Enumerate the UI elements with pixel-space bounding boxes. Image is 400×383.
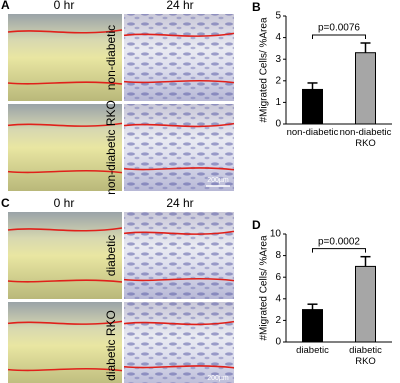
wound-edge — [123, 277, 235, 282]
wound-edge — [7, 29, 123, 34]
y-tick-label: 8 — [275, 250, 281, 261]
wound-edge — [7, 169, 123, 174]
scale-label: 200µm — [207, 177, 229, 184]
y-tick-label: 6 — [275, 272, 281, 283]
wound-edge — [123, 122, 235, 128]
cell-texture — [124, 104, 234, 191]
wound-edge — [123, 32, 235, 37]
panel-letter: B — [252, 0, 261, 14]
wound-edge — [123, 167, 235, 171]
x-tick-label: diabetic — [296, 345, 329, 356]
x-tick-label-box: non-diabetic — [286, 127, 339, 138]
y-axis-label: #Migrated Cells/ %Area — [259, 235, 270, 340]
wound-edge — [123, 365, 235, 369]
time-label: 24 hr — [166, 196, 193, 210]
y-tick-label: 3 — [275, 54, 281, 65]
error-bar — [307, 303, 318, 310]
micrograph — [8, 104, 122, 191]
wound-edge — [7, 367, 123, 372]
time-label: 0 hr — [54, 196, 75, 210]
wound-edge — [123, 79, 235, 84]
y-tick-label: 1 — [275, 97, 281, 108]
y-tick-label: 10 — [270, 229, 282, 240]
bar — [355, 265, 376, 343]
x-tick-label-box: non-diabetic RKO — [339, 127, 392, 149]
row-label: diabetic — [104, 235, 118, 276]
y-tick-label: 0 — [275, 119, 281, 130]
micrograph — [8, 14, 122, 101]
p-value: p=0.0076 — [318, 23, 360, 34]
error-bar — [360, 42, 371, 53]
row-label: non-diabetic — [104, 25, 118, 90]
panel-letter: C — [1, 196, 10, 210]
significance-bracket — [312, 34, 366, 39]
y-tick-label: 2 — [275, 75, 281, 86]
x-tick-label-box: diabetic RKO — [349, 345, 382, 367]
p-value: p=0.0002 — [318, 236, 360, 247]
time-label: 24 hr — [166, 0, 193, 12]
error-bar — [307, 82, 318, 90]
y-tick-label: 4 — [275, 32, 281, 43]
y-tick-label: 0 — [275, 337, 281, 348]
wound-edge — [7, 320, 123, 325]
y-tick-label: 2 — [275, 315, 281, 326]
bar — [355, 52, 376, 125]
row-label: diabetic RKO — [104, 310, 118, 381]
wound-edge — [7, 122, 123, 127]
x-tick-label: non-diabetic — [286, 127, 339, 138]
time-label: 0 hr — [54, 0, 75, 12]
wound-edge — [7, 227, 123, 232]
x-tick-label: non-diabetic RKO — [339, 127, 392, 149]
x-tick-label: diabetic RKO — [349, 345, 382, 367]
x-tick-label-box: diabetic — [296, 345, 329, 356]
error-bar — [360, 255, 371, 267]
wound-edge — [123, 230, 235, 235]
cell-texture — [124, 14, 234, 101]
bar — [302, 309, 323, 343]
panel-letter: D — [252, 218, 261, 232]
y-tick-label: 4 — [275, 293, 281, 304]
y-axis-label: #Migrated Cells/ %Area — [259, 17, 270, 122]
wound-edge — [7, 81, 123, 85]
significance-bracket — [312, 248, 366, 253]
panel-letter: A — [1, 0, 10, 12]
scale-label: 200µm — [207, 375, 229, 382]
micrograph — [8, 212, 122, 299]
wound-edge — [123, 320, 235, 326]
row-label: non-diabetic RKO — [104, 100, 118, 195]
wound-edge — [7, 279, 123, 283]
cell-texture — [124, 302, 234, 383]
y-tick-label: 5 — [275, 11, 281, 22]
bar — [302, 88, 323, 125]
cell-texture — [124, 212, 234, 299]
